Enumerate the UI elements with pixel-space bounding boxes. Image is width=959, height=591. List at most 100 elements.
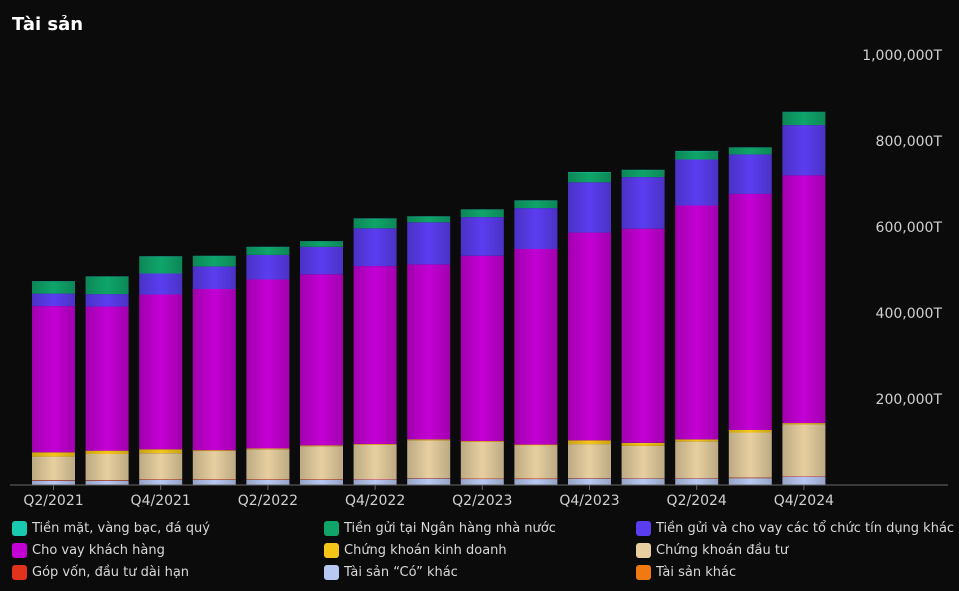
y-tick-label: 1,000,000T bbox=[862, 48, 942, 64]
bar-segment bbox=[675, 151, 719, 160]
bar-segment bbox=[407, 222, 451, 265]
bar-segment bbox=[246, 448, 290, 450]
bar-segment bbox=[621, 228, 665, 443]
legend-item[interactable]: Tiền gửi và cho vay các tổ chức tín dụng… bbox=[636, 520, 955, 536]
y-axis-ticks: 200,000T 400,000T 600,000T 800,000T 1,000,00… bbox=[862, 48, 942, 408]
bar-segment bbox=[621, 442, 665, 446]
bar-segment bbox=[246, 247, 290, 255]
bar-segment bbox=[621, 169, 665, 171]
bar-segment bbox=[460, 255, 504, 442]
legend-item[interactable]: Tiền gửi tại Ngân hàng nhà nước bbox=[324, 520, 636, 536]
bar-segment bbox=[192, 451, 236, 480]
bar-segment bbox=[407, 440, 451, 479]
bar-segment bbox=[782, 125, 826, 176]
x-tick-label: Q2/2021 bbox=[23, 493, 83, 509]
bar-segment bbox=[568, 444, 611, 479]
x-tick-label: Q4/2021 bbox=[131, 493, 191, 509]
bar-segment bbox=[32, 281, 75, 294]
bar-segment bbox=[407, 216, 451, 223]
bar-segment bbox=[782, 476, 826, 485]
bar-segment bbox=[85, 454, 129, 481]
bar-segment bbox=[514, 478, 558, 480]
bar-segment bbox=[353, 218, 397, 229]
bar-segment bbox=[675, 439, 719, 442]
bar-segment bbox=[246, 479, 290, 485]
bar-segment bbox=[192, 479, 236, 485]
bar-segment bbox=[139, 453, 183, 480]
legend-item[interactable]: Chứng khoán đầu tư bbox=[636, 542, 952, 558]
bar-segment bbox=[407, 478, 451, 479]
bar-segment bbox=[728, 147, 772, 148]
bar-segment bbox=[139, 479, 183, 485]
y-tick-label: 600,000T bbox=[876, 220, 943, 236]
bar-segment bbox=[139, 256, 183, 257]
bar-segment bbox=[353, 228, 397, 267]
bar-segment bbox=[782, 424, 826, 476]
legend-item[interactable]: Chứng khoán kinh doanh bbox=[324, 542, 636, 558]
bar-segment bbox=[514, 208, 558, 249]
x-tick-label: Q2/2023 bbox=[452, 493, 512, 509]
x-tick-label: Q2/2024 bbox=[667, 493, 727, 509]
legend-label: Tiền gửi tại Ngân hàng nhà nước bbox=[344, 520, 556, 536]
y-tick-label: 200,000T bbox=[876, 392, 943, 408]
bar-segment bbox=[728, 193, 772, 430]
legend-swatch bbox=[12, 520, 27, 536]
bar-segment bbox=[782, 111, 826, 113]
bar-segment bbox=[460, 209, 504, 210]
bar-segment bbox=[621, 170, 665, 178]
bar-segment bbox=[568, 478, 611, 486]
bar-segment bbox=[514, 248, 558, 445]
bar-segment bbox=[621, 177, 665, 229]
legend-swatch bbox=[636, 542, 651, 558]
bar-segment bbox=[514, 200, 558, 201]
bar-segment bbox=[568, 478, 611, 479]
legend-label: Chứng khoán kinh doanh bbox=[344, 542, 507, 558]
bar-segment bbox=[32, 281, 75, 282]
bar-segment bbox=[568, 172, 611, 173]
chart-title: Tài sản bbox=[12, 14, 84, 35]
legend-label: Tiền gửi và cho vay các tổ chức tín dụng… bbox=[656, 520, 955, 536]
bar-segment bbox=[675, 150, 719, 152]
bar-segment bbox=[675, 478, 719, 479]
legend-swatch bbox=[636, 520, 651, 536]
y-tick-label: 800,000T bbox=[876, 134, 943, 150]
bar-segment bbox=[85, 480, 129, 481]
stacked-bar-chart: 200,000T 400,000T 600,000T 800,000T 1,000,00… bbox=[10, 48, 948, 509]
bar-segment bbox=[407, 478, 451, 486]
x-tick-label: Q4/2024 bbox=[774, 493, 834, 509]
legend-item[interactable]: Cho vay khách hàng bbox=[12, 542, 324, 558]
legend-item[interactable]: Tài sản “Có” khác bbox=[324, 564, 636, 580]
bar-segment bbox=[407, 264, 451, 440]
bar-segment bbox=[192, 256, 236, 267]
bar-segment bbox=[192, 288, 236, 451]
legend-label: Tiền mặt, vàng bạc, đá quý bbox=[32, 520, 210, 536]
bar-segment bbox=[782, 423, 826, 425]
legend-swatch bbox=[324, 564, 339, 580]
bar-segment bbox=[621, 478, 665, 479]
bar-segment bbox=[300, 479, 343, 485]
bar-segment bbox=[139, 256, 183, 274]
bar-segment bbox=[460, 441, 504, 442]
bar-segment bbox=[728, 478, 772, 485]
bar-segment bbox=[85, 276, 129, 277]
bar-segment bbox=[300, 241, 343, 242]
bar-segment bbox=[85, 276, 129, 295]
bar-segment bbox=[353, 445, 397, 479]
bar-segment bbox=[407, 439, 451, 441]
x-tick-label: Q4/2022 bbox=[345, 493, 405, 509]
legend-item[interactable]: Tài sản khác bbox=[636, 564, 952, 580]
bar-segment bbox=[246, 279, 290, 449]
bar-segment bbox=[192, 266, 236, 289]
bar-segment bbox=[514, 445, 558, 479]
y-tick-label: 400,000T bbox=[876, 306, 943, 322]
bar-segment bbox=[728, 430, 772, 433]
bar-segment bbox=[32, 452, 75, 457]
bar-segment bbox=[246, 479, 290, 480]
bar-segment bbox=[568, 172, 611, 183]
bar-segment bbox=[192, 479, 236, 480]
bar-segment bbox=[300, 479, 343, 480]
bar-segment bbox=[246, 246, 290, 248]
legend-item[interactable]: Góp vốn, đầu tư dài hạn bbox=[12, 564, 324, 580]
bar-segment bbox=[300, 445, 343, 447]
legend-item[interactable]: Tiền mặt, vàng bạc, đá quý bbox=[12, 520, 324, 536]
